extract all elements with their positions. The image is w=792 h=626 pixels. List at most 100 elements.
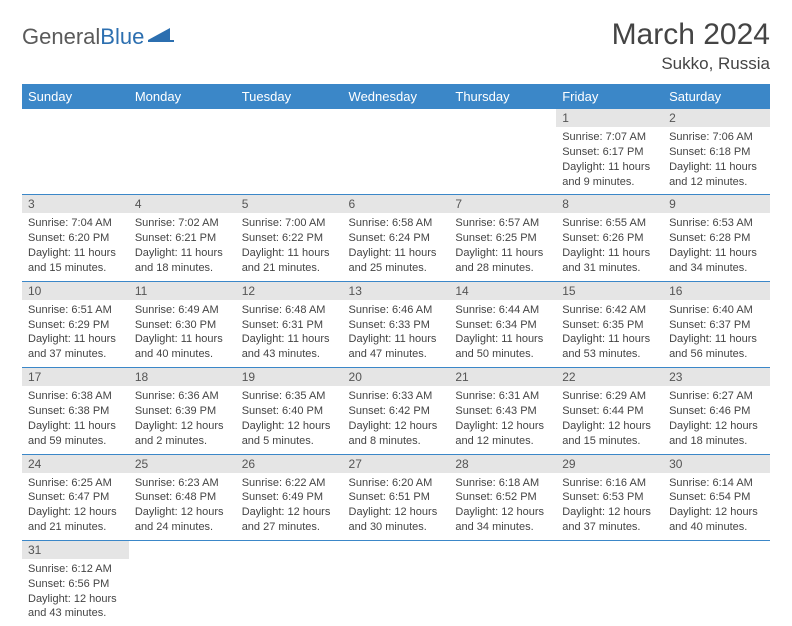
daylight-line: Daylight: 11 hours and 21 minutes. [242,246,337,276]
sunset-line: Sunset: 6:24 PM [349,231,444,246]
calendar-table: Sunday Monday Tuesday Wednesday Thursday… [22,84,770,626]
day-number: 9 [663,195,770,213]
day-header: Wednesday [343,84,450,109]
daylight-line: Daylight: 12 hours and 12 minutes. [455,419,550,449]
sunset-line: Sunset: 6:37 PM [669,318,764,333]
day-number [343,541,450,558]
sunrise-line: Sunrise: 6:36 AM [135,389,230,404]
day-body: Sunrise: 6:18 AMSunset: 6:52 PMDaylight:… [449,473,556,540]
sunrise-line: Sunrise: 6:20 AM [349,476,444,491]
sunrise-line: Sunrise: 6:33 AM [349,389,444,404]
sunset-line: Sunset: 6:52 PM [455,490,550,505]
day-number: 18 [129,368,236,386]
sunrise-line: Sunrise: 6:53 AM [669,216,764,231]
day-number [556,541,663,558]
daylight-line: Daylight: 11 hours and 40 minutes. [135,332,230,362]
sunset-line: Sunset: 6:31 PM [242,318,337,333]
sunset-line: Sunset: 6:48 PM [135,490,230,505]
day-body: Sunrise: 6:29 AMSunset: 6:44 PMDaylight:… [556,386,663,453]
day-number: 17 [22,368,129,386]
calendar-row: 10Sunrise: 6:51 AMSunset: 6:29 PMDayligh… [22,281,770,367]
sunset-line: Sunset: 6:29 PM [28,318,123,333]
day-number: 15 [556,282,663,300]
logo-word1: General [22,24,100,49]
day-number: 26 [236,455,343,473]
sunset-line: Sunset: 6:44 PM [562,404,657,419]
sunset-line: Sunset: 6:38 PM [28,404,123,419]
sunrise-line: Sunrise: 6:18 AM [455,476,550,491]
daylight-line: Daylight: 12 hours and 8 minutes. [349,419,444,449]
calendar-cell: 15Sunrise: 6:42 AMSunset: 6:35 PMDayligh… [556,281,663,367]
day-number: 14 [449,282,556,300]
calendar-cell [556,540,663,626]
calendar-cell: 21 Sunrise: 6:31 AMSunset: 6:43 PMDayligh… [449,368,556,454]
day-body: Sunrise: 6:14 AMSunset: 6:54 PMDaylight:… [663,473,770,540]
day-body: Sunrise: 6:36 AMSunset: 6:39 PMDaylight:… [129,386,236,453]
day-number: 22 [556,368,663,386]
sunrise-line: Sunrise: 6:40 AM [669,303,764,318]
day-number: 20 [343,368,450,386]
day-body: Sunrise: 7:02 AMSunset: 6:21 PMDaylight:… [129,213,236,280]
daylight-line: Daylight: 12 hours and 40 minutes. [669,505,764,535]
day-number: 23 [663,368,770,386]
calendar-cell: 22Sunrise: 6:29 AMSunset: 6:44 PMDayligh… [556,368,663,454]
sunrise-line: Sunrise: 6:48 AM [242,303,337,318]
sunset-line: Sunset: 6:43 PM [455,404,550,419]
sunset-line: Sunset: 6:49 PM [242,490,337,505]
daylight-line: Daylight: 11 hours and 37 minutes. [28,332,123,362]
logo-flag-icon [148,26,174,49]
sunrise-line: Sunrise: 6:14 AM [669,476,764,491]
calendar-cell: 10Sunrise: 6:51 AMSunset: 6:29 PMDayligh… [22,281,129,367]
logo: GeneralBlue [22,24,174,50]
calendar-cell: 18Sunrise: 6:36 AMSunset: 6:39 PMDayligh… [129,368,236,454]
calendar-cell: 8Sunrise: 6:55 AMSunset: 6:26 PMDaylight… [556,195,663,281]
sunrise-line: Sunrise: 6:44 AM [455,303,550,318]
calendar-cell: 31Sunrise: 6:12 AMSunset: 6:56 PMDayligh… [22,540,129,626]
day-number: 12 [236,282,343,300]
sunrise-line: Sunrise: 6:35 AM [242,389,337,404]
title-block: March 2024 Sukko, Russia [612,18,770,74]
sunset-line: Sunset: 6:21 PM [135,231,230,246]
sunrise-line: Sunrise: 6:49 AM [135,303,230,318]
daylight-line: Daylight: 11 hours and 50 minutes. [455,332,550,362]
day-body: Sunrise: 6:12 AMSunset: 6:56 PMDaylight:… [22,559,129,626]
sunrise-line: Sunrise: 6:16 AM [562,476,657,491]
day-number: 24 [22,455,129,473]
day-number: 25 [129,455,236,473]
daylight-line: Daylight: 11 hours and 34 minutes. [669,246,764,276]
calendar-cell [129,540,236,626]
sunset-line: Sunset: 6:17 PM [562,145,657,160]
calendar-cell: 17Sunrise: 6:38 AMSunset: 6:38 PMDayligh… [22,368,129,454]
sunrise-line: Sunrise: 6:55 AM [562,216,657,231]
sunset-line: Sunset: 6:56 PM [28,577,123,592]
sunrise-line: Sunrise: 6:25 AM [28,476,123,491]
daylight-line: Daylight: 11 hours and 56 minutes. [669,332,764,362]
sunrise-line: Sunrise: 6:51 AM [28,303,123,318]
sunset-line: Sunset: 6:54 PM [669,490,764,505]
day-body: Sunrise: 6:20 AMSunset: 6:51 PMDaylight:… [343,473,450,540]
sunrise-line: Sunrise: 6:29 AM [562,389,657,404]
day-number [343,109,450,126]
day-body: Sunrise: 7:00 AMSunset: 6:22 PMDaylight:… [236,213,343,280]
day-body: Sunrise: 6:49 AMSunset: 6:30 PMDaylight:… [129,300,236,367]
calendar-cell: 5Sunrise: 7:00 AMSunset: 6:22 PMDaylight… [236,195,343,281]
day-number: 29 [556,455,663,473]
day-number: 31 [22,541,129,559]
calendar-cell: 23Sunrise: 6:27 AMSunset: 6:46 PMDayligh… [663,368,770,454]
day-number [129,109,236,126]
day-body: Sunrise: 6:46 AMSunset: 6:33 PMDaylight:… [343,300,450,367]
sunrise-line: Sunrise: 6:42 AM [562,303,657,318]
sunrise-line: Sunrise: 6:31 AM [455,389,550,404]
daylight-line: Daylight: 12 hours and 5 minutes. [242,419,337,449]
calendar-cell: 24Sunrise: 6:25 AMSunset: 6:47 PMDayligh… [22,454,129,540]
day-number: 16 [663,282,770,300]
month-title: March 2024 [612,18,770,52]
calendar-cell: 2Sunrise: 7:06 AMSunset: 6:18 PMDaylight… [663,109,770,195]
calendar-cell: 20Sunrise: 6:33 AMSunset: 6:42 PMDayligh… [343,368,450,454]
sunset-line: Sunset: 6:20 PM [28,231,123,246]
calendar-cell: 27Sunrise: 6:20 AMSunset: 6:51 PMDayligh… [343,454,450,540]
day-number: 21 [449,368,556,386]
day-body: Sunrise: 6:51 AMSunset: 6:29 PMDaylight:… [22,300,129,367]
sunrise-line: Sunrise: 6:46 AM [349,303,444,318]
calendar-cell [449,109,556,195]
